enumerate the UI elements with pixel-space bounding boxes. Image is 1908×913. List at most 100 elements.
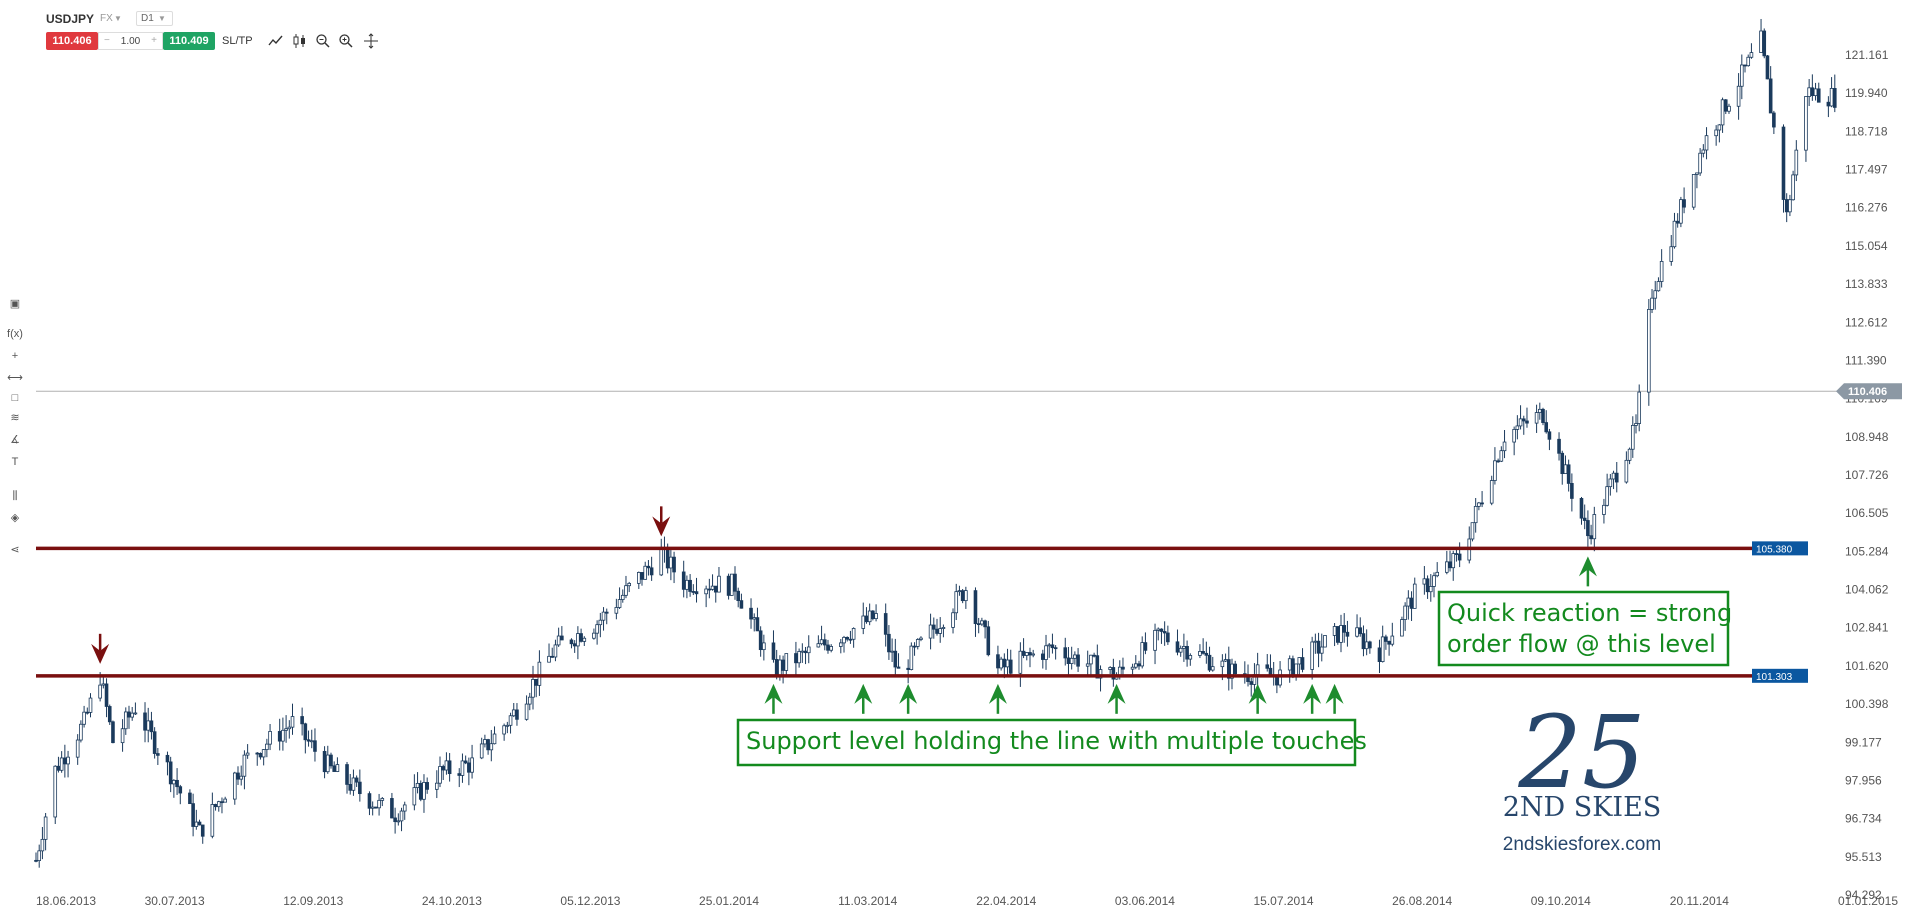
buy-button[interactable]: 110.409 <box>163 32 215 50</box>
candle-body <box>239 775 244 780</box>
candle-body <box>1275 675 1279 686</box>
candle-body <box>729 573 734 596</box>
increase-quantity-button[interactable]: + <box>151 35 157 46</box>
chart-type-icon[interactable]: ⫼ <box>12 490 18 502</box>
y-tick-label: 102.841 <box>1845 621 1889 635</box>
candle-body <box>200 824 205 837</box>
timeframe-select[interactable]: D1 <box>136 11 173 26</box>
candle-body <box>1223 659 1228 662</box>
crosshair-icon[interactable] <box>363 33 379 49</box>
candle-body <box>1031 653 1035 656</box>
reaction-annotation-line1: Quick reaction = strong <box>1447 599 1732 627</box>
share-icon[interactable]: ⋖ <box>10 544 20 556</box>
candle-body <box>152 731 157 754</box>
text-tool-button[interactable]: T <box>11 456 19 468</box>
candle-body <box>1541 408 1545 423</box>
decrease-quantity-button[interactable]: − <box>104 35 110 46</box>
candle-body <box>1650 297 1654 310</box>
x-tick-label: 09.10.2014 <box>1531 894 1591 908</box>
candle-body <box>681 571 686 590</box>
candle-body <box>1695 172 1699 175</box>
candle-body <box>617 599 622 608</box>
chart-window-icon[interactable]: ▣ <box>9 298 21 310</box>
rectangle-tool-icon[interactable]: □ <box>11 392 19 404</box>
y-tick-label: 115.054 <box>1845 239 1888 253</box>
candle-body <box>1448 561 1452 569</box>
candle-body <box>332 765 336 772</box>
candle-body <box>1053 647 1058 650</box>
candle-body <box>34 859 38 862</box>
candle-body <box>1570 483 1574 499</box>
candle-body <box>694 591 699 595</box>
candle-body <box>486 739 490 751</box>
candle-body <box>444 760 449 771</box>
candle-body <box>1518 418 1523 427</box>
candle-body <box>964 590 968 602</box>
sltp-button[interactable]: SL/TP <box>222 35 253 47</box>
y-tick-label: 100.398 <box>1845 697 1889 711</box>
candle-body <box>1499 450 1504 462</box>
candle-body <box>803 650 808 654</box>
line-chart-icon[interactable] <box>268 33 284 49</box>
candle-body <box>928 624 933 639</box>
candle-body <box>665 547 670 569</box>
fibonacci-tool-icon[interactable]: ≋ <box>10 412 20 424</box>
candle-body <box>659 549 664 576</box>
candle-body <box>1076 654 1080 667</box>
logo-name: 2ND SKIES <box>1503 792 1662 823</box>
candle-body <box>1044 645 1048 660</box>
candle-body <box>1480 502 1484 505</box>
candle-body <box>194 821 199 827</box>
reaction-annotation-line2: order flow @ this level <box>1447 630 1716 658</box>
candle-body <box>778 659 782 676</box>
zoom-out-icon[interactable] <box>315 33 331 49</box>
candle-body <box>508 715 513 726</box>
candle-body <box>322 750 327 773</box>
candle-body <box>1611 472 1616 480</box>
pitchfork-tool-icon[interactable]: ∡ <box>10 434 20 446</box>
symbol-label[interactable]: USDJPY <box>46 12 95 26</box>
market-dropdown-icon[interactable]: ▼ <box>114 14 122 23</box>
candle-body <box>954 591 959 614</box>
candle-body <box>165 754 170 763</box>
candle-body <box>1130 666 1135 670</box>
candle-body <box>1005 659 1010 668</box>
candle-body <box>784 653 789 671</box>
quantity-value[interactable]: 1.00 <box>120 36 141 47</box>
candle-body <box>1746 56 1751 67</box>
quantity-stepper[interactable]: − 1.00 + <box>98 32 163 50</box>
candle-body <box>774 659 779 676</box>
candle-body <box>1762 30 1767 57</box>
candle-body <box>986 626 991 656</box>
candle-body <box>492 733 497 745</box>
candle-body <box>883 613 888 635</box>
candle-body <box>396 820 401 823</box>
x-tick-label: 15.07.2014 <box>1254 894 1314 908</box>
crosshair-tool-icon[interactable]: + <box>11 350 19 362</box>
candle-body <box>1425 578 1430 593</box>
indicators-button[interactable]: f(x) <box>7 328 23 340</box>
candle-body <box>601 611 606 621</box>
candle-body <box>1111 667 1116 680</box>
candle-body <box>43 816 48 840</box>
candle-body <box>1085 663 1090 667</box>
line-tool-icon[interactable]: ⟷ <box>7 372 23 384</box>
candle-body <box>1297 657 1302 665</box>
candle-body <box>1313 640 1318 643</box>
candle-body <box>915 639 920 647</box>
candle-body <box>306 739 311 742</box>
candles-icon[interactable] <box>292 33 308 49</box>
candle-body <box>752 617 757 620</box>
sell-button[interactable]: 110.406 <box>46 32 98 50</box>
candle-body <box>1133 663 1138 668</box>
zoom-in-icon[interactable] <box>338 33 354 49</box>
candle-body <box>1804 96 1808 151</box>
candle-body <box>1740 64 1744 87</box>
y-tick-label: 121.161 <box>1845 48 1889 62</box>
layers-icon[interactable]: ◈ <box>10 512 20 524</box>
arrow-up-icon <box>1578 556 1597 577</box>
level-price-value: 101.303 <box>1756 672 1793 683</box>
support-annotation-text: Support level holding the line with mult… <box>746 727 1367 755</box>
candle-body <box>1496 460 1500 463</box>
